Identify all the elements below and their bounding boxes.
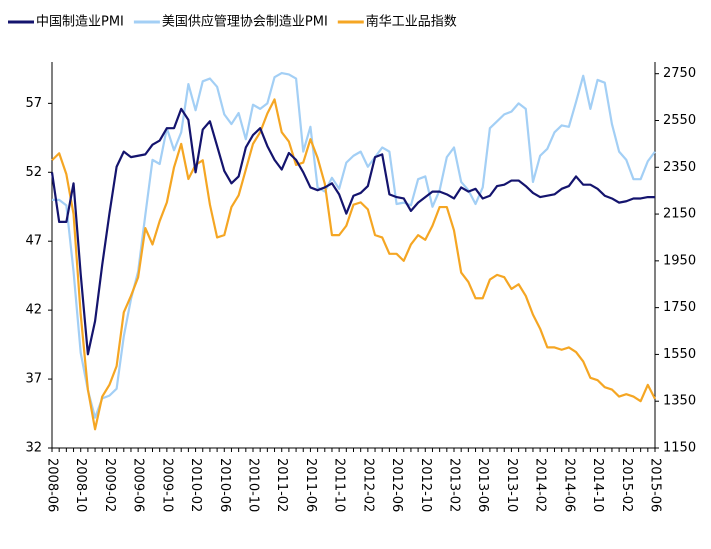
y2-tick-label: 2750: [663, 66, 696, 81]
legend-label: 南华工业品指数: [366, 14, 457, 30]
series-line: [50, 107, 655, 356]
x-tick-label: 2012-02: [360, 458, 375, 512]
y-tick-label: 42: [25, 303, 42, 318]
legend-label: 中国制造业PMI: [36, 15, 124, 30]
y2-tick-label: 2350: [663, 160, 696, 175]
y2-tick-label: 1150: [663, 441, 696, 456]
x-tick-label: 2010-02: [188, 458, 203, 512]
y-tick-label: 37: [25, 372, 42, 387]
x-tick-label: 2011-02: [274, 458, 289, 512]
x-tick-label: 2009-02: [102, 458, 117, 512]
x-tick-label: 2011-06: [303, 458, 318, 512]
legend-label: 美国供应管理协会制造业PMI: [162, 14, 328, 30]
y2-tick-label: 1950: [663, 253, 696, 268]
y2-tick-label: 1350: [663, 394, 696, 409]
x-tick-label: 2008-10: [73, 458, 88, 512]
series-line: [52, 71, 656, 419]
x-tick-label: 2014-02: [533, 458, 548, 512]
x-tick-label: 2013-10: [504, 458, 519, 512]
x-tick-label: 2014-10: [590, 458, 605, 512]
x-tick-label: 2009-10: [159, 458, 174, 512]
x-tick-label: 2012-10: [418, 458, 433, 512]
y2-tick-label: 2150: [663, 207, 696, 222]
x-tick-label: 2013-02: [447, 458, 462, 512]
x-tick-label: 2013-06: [475, 458, 490, 512]
x-tick-label: 2014-06: [561, 458, 576, 512]
x-tick-label: 2010-10: [246, 458, 261, 512]
x-tick-label: 2011-10: [332, 458, 347, 512]
x-tick-label: 2010-06: [217, 458, 232, 512]
x-tick-label: 2015-06: [648, 458, 663, 512]
y2-tick-label: 1750: [663, 300, 696, 315]
y2-tick-label: 2550: [663, 113, 696, 128]
y2-tick-label: 1550: [663, 347, 696, 362]
x-tick-label: 2009-06: [131, 458, 146, 512]
y-tick-label: 52: [25, 165, 42, 180]
x-tick-label: 2012-06: [389, 458, 404, 512]
x-tick-label: 2008-06: [45, 458, 60, 512]
y-tick-label: 47: [25, 234, 42, 249]
y-tick-label: 32: [25, 441, 42, 456]
x-tick-label: 2015-02: [619, 458, 634, 512]
series-line: [51, 98, 656, 431]
y-tick-label: 57: [25, 96, 42, 111]
